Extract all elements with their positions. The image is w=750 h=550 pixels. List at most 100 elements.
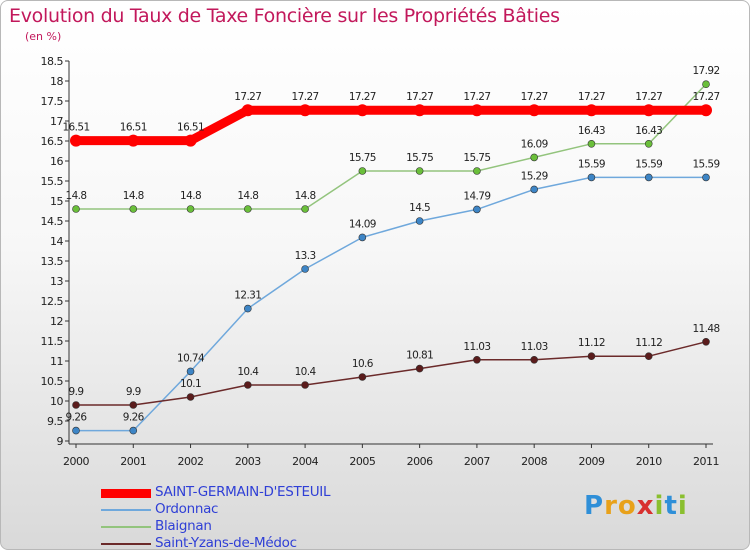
data-label: 15.75 [349, 152, 376, 164]
data-label: 10.4 [237, 366, 259, 378]
data-label: 10.1 [180, 378, 201, 390]
x-tick-label: 2005 [349, 455, 375, 468]
data-label: 17.27 [692, 91, 719, 103]
data-point [528, 104, 541, 117]
data-point [415, 167, 424, 175]
data-label: 17.27 [406, 91, 433, 103]
y-tick-label: 9 [57, 435, 64, 448]
data-point [358, 233, 367, 242]
data-label: 17.27 [463, 91, 490, 103]
legend-label: Saint-Yzans-de-Médoc [155, 535, 297, 550]
data-point [358, 167, 367, 175]
data-point [470, 104, 483, 117]
data-label: 15.29 [521, 170, 548, 182]
data-label: 16.51 [62, 122, 89, 134]
data-point [244, 304, 252, 313]
legend-label: Ordonnac [155, 501, 219, 517]
data-label: 12.31 [234, 290, 261, 302]
data-point [299, 104, 312, 117]
data-point [642, 104, 655, 117]
x-tick-label: 2007 [464, 455, 490, 468]
y-tick-label: 11 [50, 355, 63, 368]
data-label: 14.09 [349, 218, 376, 230]
data-point [702, 173, 710, 182]
proxiti-logo: Proxiti [584, 491, 688, 521]
data-label: 14.8 [295, 190, 316, 202]
y-tick-label: 18.5 [41, 55, 64, 68]
x-tick-label: 2009 [578, 455, 604, 468]
x-tick-label: 2006 [407, 455, 433, 468]
data-point [72, 401, 80, 409]
series-line [75, 83, 707, 210]
data-point [356, 104, 369, 117]
data-label: 17.27 [349, 91, 376, 103]
data-label: 11.12 [635, 337, 662, 349]
data-point [413, 104, 426, 117]
y-tick-label: 17.5 [41, 95, 64, 108]
data-label: 11.48 [692, 323, 719, 335]
y-tick-label: 15 [50, 195, 63, 208]
data-point [244, 205, 252, 213]
data-label: 17.27 [234, 91, 261, 103]
data-label: 9.26 [66, 412, 88, 424]
series-line [75, 176, 707, 432]
data-label: 9.9 [69, 386, 84, 398]
y-tick-label: 12.5 [41, 295, 64, 308]
data-point [473, 167, 481, 175]
data-point [186, 205, 195, 213]
data-label: 15.59 [692, 158, 719, 170]
data-point [587, 140, 596, 148]
y-tick-label: 10.5 [41, 375, 64, 388]
data-label: 15.75 [406, 152, 433, 164]
data-label: 9.9 [126, 386, 141, 398]
data-point [358, 373, 367, 381]
data-point [129, 426, 138, 435]
y-tick-label: 9.5 [47, 415, 63, 428]
y-tick-label: 14.5 [41, 215, 64, 228]
series-line [71, 105, 711, 146]
data-point [587, 352, 596, 361]
y-tick-label: 14 [50, 235, 63, 248]
data-label: 15.59 [635, 158, 662, 170]
data-point [644, 173, 653, 182]
line-chart: 9 9.5 10 10.5 11 11.5 12 12.5 13 13.5 14 14.5 15 15.5… [41, 55, 721, 468]
data-point [186, 393, 195, 401]
x-tick-label: 2010 [636, 455, 662, 468]
data-label: 14.5 [409, 202, 430, 214]
data-point [473, 355, 481, 364]
data-label: 16.43 [635, 125, 662, 137]
x-tick-label: 2003 [235, 455, 261, 468]
y-tick-label: 13 [50, 275, 63, 288]
y-tick-label: 17 [50, 115, 63, 128]
data-point [702, 337, 710, 346]
y-tick-label: 11.5 [41, 335, 64, 348]
chart-unit-label: (en %) [25, 30, 62, 43]
data-label: 11.03 [463, 341, 490, 353]
data-point [301, 265, 309, 273]
x-tick-label: 2008 [521, 455, 547, 468]
data-point [129, 401, 138, 409]
data-label: 17.27 [635, 91, 662, 103]
y-tick-label: 16.5 [41, 135, 64, 148]
data-point [702, 80, 710, 88]
data-point [72, 205, 80, 213]
data-label: 9.26 [123, 412, 145, 424]
x-tick-label: 2001 [120, 455, 146, 468]
data-label: 16.09 [521, 138, 548, 150]
data-point [700, 104, 712, 117]
data-point [473, 205, 481, 214]
data-point [127, 134, 140, 147]
data-point [415, 364, 424, 373]
chart-title: Evolution du Taux de Taxe Foncière sur l… [9, 5, 560, 27]
data-point [530, 185, 538, 194]
data-point [644, 140, 653, 148]
data-point [644, 352, 653, 361]
legend-swatch [101, 543, 151, 545]
x-tick-label: 2011 [693, 455, 719, 468]
y-tick-label: 12 [50, 315, 63, 328]
data-point [72, 426, 80, 435]
legend-swatch [101, 526, 151, 528]
data-label: 13.3 [295, 250, 316, 262]
data-point [70, 134, 82, 147]
